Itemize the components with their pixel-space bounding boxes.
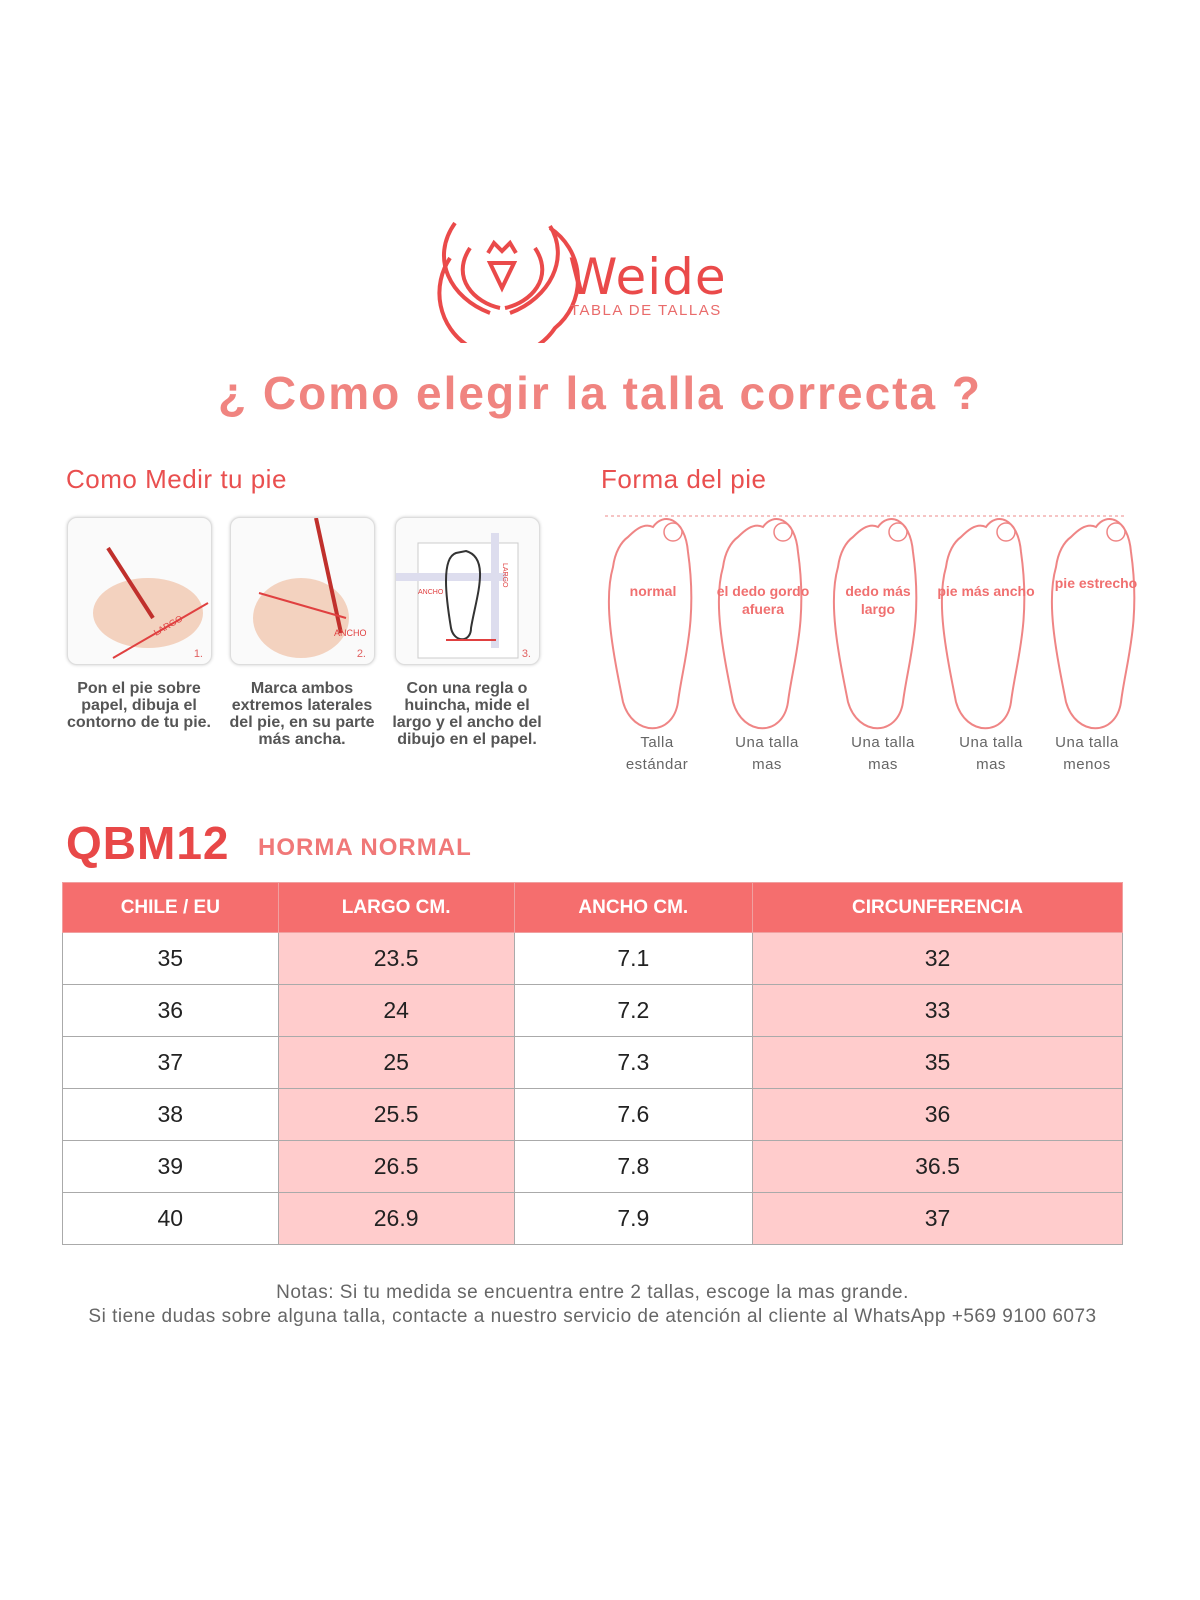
foot-caption-line2: mas	[976, 756, 1006, 773]
foot-outline-icon	[940, 518, 1026, 730]
note-line-2: Si tiene dudas sobre alguna talla, conta…	[88, 1306, 1097, 1327]
foot-outline-icon	[1050, 518, 1136, 730]
foot-shape-1: normal	[603, 512, 703, 734]
model-code: QBM12	[66, 817, 230, 869]
foot-shape-label: pie más ancho	[937, 583, 1035, 599]
shape-heading: Forma del pie	[601, 464, 767, 494]
table-cell: 35	[751, 1036, 1124, 1089]
foot-caption-line2: menos	[1063, 756, 1111, 773]
foot-caption: Talla estándar	[602, 732, 712, 776]
svg-text:ANCHO: ANCHO	[418, 589, 444, 596]
table-cell: 40	[62, 1192, 279, 1245]
table-cell: 25.5	[277, 1088, 515, 1141]
table-cell: 7.1	[513, 932, 753, 985]
svg-text:LARGO: LARGO	[501, 563, 508, 588]
col-chile-eu: CHILE / EU	[62, 882, 279, 933]
table-row: 35 23.5 7.1 32	[62, 932, 1124, 985]
toe-line-divider	[605, 515, 1125, 517]
foot-measure-length-icon: LARGO	[93, 546, 209, 659]
table-cell: 36	[751, 1088, 1124, 1141]
table-cell: 33	[751, 984, 1124, 1037]
foot-caption-line1: Talla	[640, 734, 674, 751]
table-header-row: CHILE / EU LARGO CM. ANCHO CM. CIRCUNFER…	[62, 882, 1124, 933]
table-cell: 26.5	[277, 1140, 515, 1193]
foot-shape-label: pie estrecho	[1054, 575, 1138, 591]
col-circunferencia: CIRCUNFERENCIA	[751, 882, 1124, 933]
foot-outline-icon	[832, 518, 918, 730]
table-cell: 23.5	[277, 932, 515, 985]
foot-measure-width-icon: ANCHO	[253, 517, 367, 658]
step-number: 1.	[193, 648, 203, 660]
step-2-image: ANCHO 2.	[230, 517, 375, 665]
brand-subtitle: TABLA DE TALLAS	[570, 302, 722, 319]
table-cell: 26.9	[277, 1192, 515, 1245]
foot-caption: Una talla mas	[936, 732, 1046, 776]
foot-shape-label: dedo más largo	[845, 583, 911, 617]
step-3-text: Con una regla o huincha, mide el largo y…	[392, 680, 542, 748]
step-1-text: Pon el pie sobre papel, dibuja el contor…	[67, 680, 211, 731]
foot-caption-line2: estándar	[625, 756, 689, 773]
page-title: ¿ Como elegir la talla correcta ?	[218, 367, 982, 419]
foot-shape-label: el dedo gordo afuera	[716, 583, 810, 617]
foot-shape-2: el dedo gordo afuera	[713, 512, 813, 734]
note-line-1: Notas: Si tu medida se encuentra entre 2…	[276, 1282, 909, 1303]
table-row: 36 24 7.2 33	[62, 984, 1124, 1037]
foot-caption: Una talla mas	[712, 732, 822, 776]
foot-caption-line2: mas	[868, 756, 898, 773]
foot-shape-label: normal	[629, 583, 677, 599]
table-row: 40 26.9 7.9 37	[62, 1192, 1124, 1245]
foot-caption-line1: Una talla	[1055, 734, 1119, 751]
foot-caption: Una talla mas	[828, 732, 938, 776]
table-cell: 36	[62, 984, 279, 1037]
table-cell: 32	[751, 932, 1124, 985]
foot-caption: Una talla menos	[1032, 732, 1142, 776]
step-number: 3.	[521, 648, 531, 660]
foot-shape-5: pie estrecho	[1046, 512, 1146, 734]
col-largo: LARGO CM.	[277, 882, 515, 933]
step-number: 2.	[356, 648, 366, 660]
table-cell: 7.9	[513, 1192, 753, 1245]
table-cell: 7.6	[513, 1088, 753, 1141]
table-cell: 35	[62, 932, 279, 985]
foot-outline-icon	[717, 518, 803, 730]
svg-text:ANCHO: ANCHO	[334, 628, 367, 638]
table-row: 39 26.5 7.8 36.5	[62, 1140, 1124, 1193]
foot-caption-line2: mas	[752, 756, 782, 773]
size-table: CHILE / EU LARGO CM. ANCHO CM. CIRCUNFER…	[62, 882, 1124, 1245]
brand-name: Weide	[568, 248, 727, 306]
table-cell: 7.3	[513, 1036, 753, 1089]
table-cell: 7.8	[513, 1140, 753, 1193]
model-type: HORMA NORMAL	[258, 834, 472, 861]
table-cell: 7.2	[513, 984, 753, 1037]
table-cell: 25	[277, 1036, 515, 1089]
weide-logo-icon	[437, 221, 580, 343]
table-row: 37 25 7.3 35	[62, 1036, 1124, 1089]
col-ancho: ANCHO CM.	[513, 882, 753, 933]
foot-caption-line1: Una talla	[735, 734, 799, 751]
measure-heading: Como Medir tu pie	[66, 464, 287, 494]
table-cell: 37	[62, 1036, 279, 1089]
step-3-image: ANCHO LARGO 3.	[395, 517, 540, 665]
foot-shape-3: dedo más largo	[828, 512, 928, 734]
table-cell: 39	[62, 1140, 279, 1193]
foot-caption-line1: Una talla	[959, 734, 1023, 751]
table-row: 38 25.5 7.6 36	[62, 1088, 1124, 1141]
table-cell: 24	[277, 984, 515, 1037]
step-1-image: LARGO 1.	[67, 517, 212, 665]
foot-caption-line1: Una talla	[851, 734, 915, 751]
table-cell: 37	[751, 1192, 1124, 1245]
table-cell: 38	[62, 1088, 279, 1141]
step-2-text: Marca ambos extremos laterales del pie, …	[229, 680, 375, 748]
foot-shape-4: pie más ancho	[936, 512, 1036, 734]
table-cell: 36.5	[751, 1140, 1124, 1193]
foot-outline-icon	[607, 518, 693, 730]
paper-ruler-icon: ANCHO LARGO	[396, 533, 519, 659]
